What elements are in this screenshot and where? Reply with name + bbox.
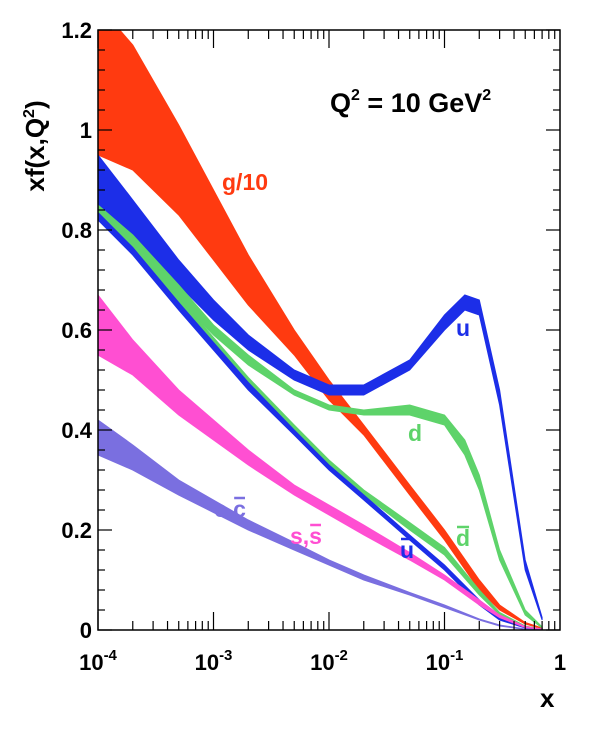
y-tick-label: 1.2 [61,18,92,43]
series-labels: g/10 u d d u s,s c,c [214,169,470,563]
x-tick-base: 10 [426,650,450,675]
x-tick-label: 10-2 [310,647,348,675]
x-tick-label: 10-4 [79,647,117,675]
band-u [98,154,543,621]
y-tick-label: 0.4 [61,418,92,443]
y-tick-label: 0 [80,618,92,643]
x-tick-labels: 10-4 10-3 10-2 10-1 1 [79,647,566,675]
axis-ticks [97,29,560,631]
x-tick-base: 10 [79,650,103,675]
x-tick-label: 10-1 [426,647,464,675]
y-tick-label: 0.2 [61,518,92,543]
y-axis-title: xf(x,Q2) [20,100,50,191]
series-label-c-c-bar: c,c [214,496,246,522]
annotation-q: Q [330,88,351,118]
series-label-u-bar: u [400,537,414,563]
series-label-d-bar: d [456,525,470,551]
x-axis-title: x [540,683,555,713]
series-label-s-s-bar: s,s [290,523,322,549]
series-label-g-10: g/10 [222,169,268,195]
x-tick-exp: -1 [450,647,463,664]
x-tick-exp: -3 [219,647,232,664]
annotation-sup1: 2 [351,87,360,104]
y-axis-title-end: ) [20,100,50,109]
y-axis-title-main: xf(x,Q [20,118,50,192]
y-tick-label: 1 [80,118,92,143]
series-label-d: d [408,420,422,446]
y-tick-label: 0.8 [61,218,92,243]
x-tick-exp: -2 [335,647,348,664]
x-tick-base: 10 [310,650,334,675]
y-axis-title-sup: 2 [21,109,38,118]
x-tick-base: 10 [195,650,219,675]
y-tick-label: 0.6 [61,318,92,343]
x-tick-label: 1 [554,650,566,675]
x-tick-label: 10-3 [195,647,233,675]
annotation-middle: = 10 GeV [360,88,482,118]
annotation-sup2: 2 [482,87,491,104]
y-tick-labels: 0 0.2 0.4 0.6 0.8 1 1.2 [61,18,92,643]
x-tick-exp: -4 [104,647,118,664]
x-tick-base: 1 [554,650,566,675]
series-label-u: u [456,315,470,341]
scale-annotation: Q2 = 10 GeV2 [330,87,491,118]
